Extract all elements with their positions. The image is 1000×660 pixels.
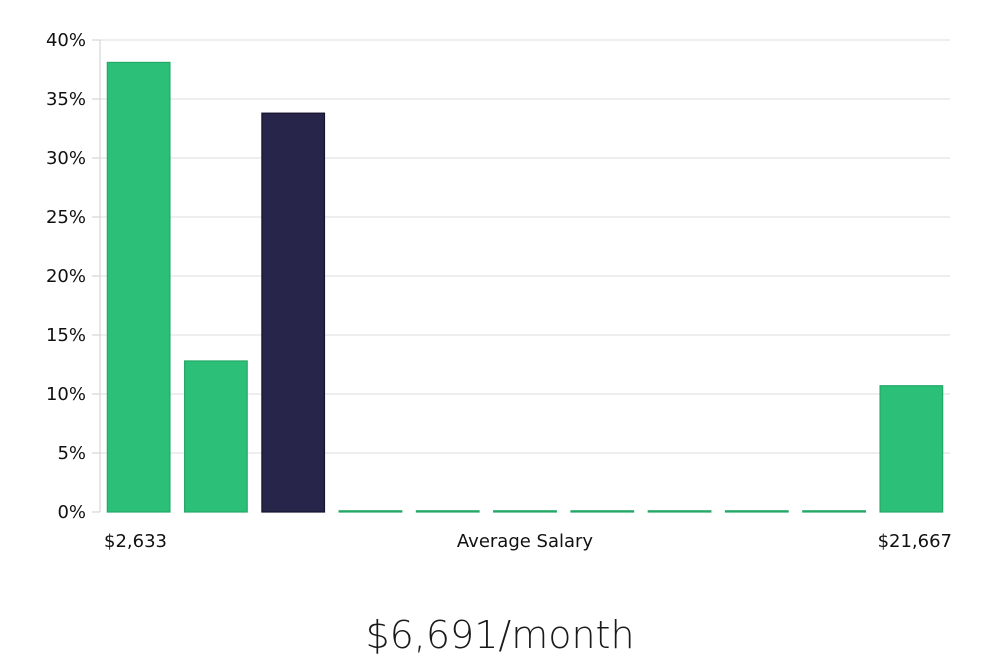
bar	[724, 510, 789, 513]
y-tick-label: 40%	[46, 30, 86, 51]
y-tick-label: 35%	[46, 89, 86, 110]
bar	[415, 510, 480, 513]
x-axis-min-label: $2,633	[104, 531, 167, 552]
y-tick-label: 10%	[46, 384, 86, 405]
bar	[879, 385, 944, 513]
bar	[184, 360, 248, 513]
bar	[647, 510, 712, 513]
bar	[802, 510, 866, 513]
average-salary-summary: $6,691/month	[365, 613, 634, 657]
y-tick-label: 25%	[46, 207, 86, 228]
bar	[493, 510, 557, 513]
y-tick-label: 20%	[46, 266, 86, 287]
bar	[106, 61, 171, 513]
x-axis-max-label: $21,667	[878, 531, 952, 552]
y-tick-label: 5%	[57, 443, 86, 464]
y-tick-label: 15%	[46, 325, 86, 346]
bar	[338, 510, 403, 513]
y-tick-label: 30%	[46, 148, 86, 169]
y-axis-ticks: 0% 5% 10% 15% 20% 25% 30% 35% 40%	[46, 30, 100, 523]
bar-highlighted	[261, 112, 326, 513]
bar	[570, 510, 635, 513]
y-tick-label: 0%	[57, 502, 86, 523]
bars	[106, 61, 944, 513]
x-axis-title: Average Salary	[457, 531, 594, 552]
